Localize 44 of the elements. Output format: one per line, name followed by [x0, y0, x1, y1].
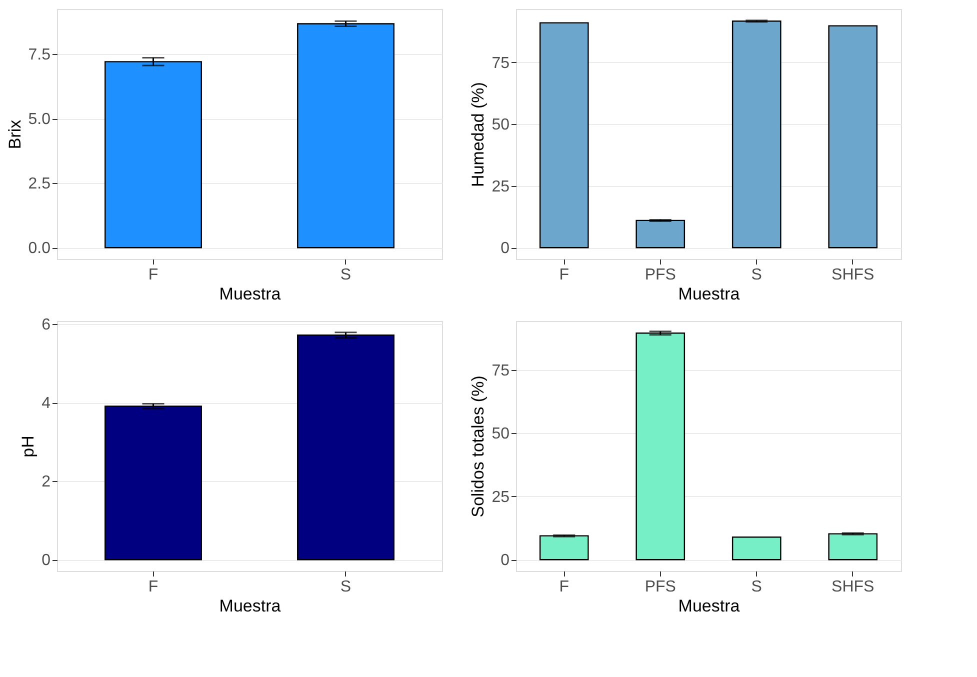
bar	[732, 20, 782, 248]
x-tick-label: SHFS	[832, 266, 874, 284]
bar	[539, 22, 589, 248]
x-tick-label: S	[340, 266, 352, 284]
y-axis-title: Solidos totales (%)	[468, 376, 488, 518]
y-tick-label: 6	[42, 316, 51, 334]
y-tick-label: 25	[492, 488, 510, 506]
y-tick-label: 75	[492, 362, 510, 380]
y-tick-label: 2	[42, 474, 51, 491]
bar	[539, 535, 589, 560]
y-tick-label: 0.0	[28, 240, 51, 258]
y-tick-label: 4	[42, 395, 51, 412]
y-tick-label: 0	[500, 240, 510, 258]
y-axis-title: Brix	[5, 119, 24, 150]
bar	[636, 220, 686, 248]
y-tick-label: 50	[492, 426, 510, 443]
x-axis-title: Muestra	[678, 284, 740, 304]
x-tick-label: PFS	[644, 266, 676, 284]
x-tick-label: PFS	[644, 578, 676, 596]
y-tick-label: 5.0	[28, 111, 51, 128]
y-tick-label: 2.5	[28, 176, 51, 193]
y-tick-label: 0	[42, 552, 51, 570]
bar	[732, 536, 782, 560]
x-axis-title: Muestra	[219, 596, 282, 616]
y-axis-title: pH	[18, 436, 38, 458]
x-tick-label: F	[148, 578, 158, 596]
x-axis-title: Muestra	[219, 284, 282, 304]
y-tick-label: 75	[492, 54, 510, 72]
x-tick-label: F	[559, 578, 570, 596]
x-tick-label: S	[751, 266, 762, 284]
y-tick-label: 25	[492, 178, 510, 196]
x-tick-label: S	[340, 578, 352, 596]
x-tick-label: F	[148, 266, 158, 284]
y-axis-title: Humedad (%)	[468, 82, 488, 187]
x-tick-label: S	[751, 578, 762, 596]
x-axis-title: Muestra	[678, 596, 740, 616]
x-tick-label: F	[559, 266, 570, 284]
bar	[828, 533, 878, 560]
y-tick-label: 7.5	[28, 46, 51, 64]
y-tick-label: 50	[492, 116, 510, 134]
bar	[828, 25, 878, 248]
bar	[636, 332, 686, 560]
x-tick-label: SHFS	[832, 578, 874, 596]
y-tick-label: 0	[500, 552, 510, 570]
